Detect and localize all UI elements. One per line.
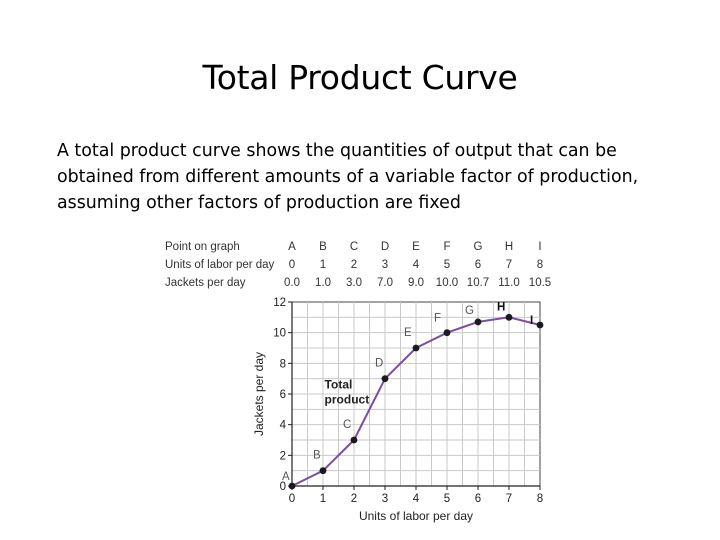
y-tick-label: 0 [280,481,286,493]
x-tick-label: 7 [506,493,512,505]
table-point-cell: G [474,241,483,253]
table-labor-cell: 5 [444,259,450,271]
table-jackets-cell: 9.0 [408,277,424,289]
point-label: G [465,305,474,317]
chart-series [288,313,544,490]
table-point-cell: I [538,241,541,253]
table-point-cell: B [319,241,327,253]
table-labor-cell: 8 [537,259,543,271]
y-tick-label: 2 [280,450,286,462]
table-jackets-cell: 10.7 [467,277,489,289]
table-jackets-cell: 10.0 [436,277,458,289]
y-tick-label: 12 [273,297,286,309]
x-tick-label: 6 [475,493,481,505]
table-jackets-cell: 10.5 [529,277,551,289]
table-row-label: Jackets per day [165,277,246,289]
y-tick-label: 10 [273,328,286,340]
table-jackets-cell: 11.0 [498,277,520,289]
chart-labels: A B C D E F G H I Total product [282,301,533,483]
table-point-cell: F [443,241,450,253]
curve-label-word: product [325,393,370,407]
data-point [443,329,451,337]
table-labor-cell: 1 [320,259,326,271]
point-label: I [530,315,533,327]
data-point [505,313,513,321]
point-label: B [313,450,321,462]
curve-label-word: Total [325,378,353,392]
point-label: F [434,313,441,325]
data-point [288,482,296,490]
data-point [381,375,389,383]
x-tick-label: 3 [382,493,388,505]
y-axis-label: Jackets per day [252,352,266,436]
slide-body-text: A total product curve shows the quantiti… [57,141,639,213]
table-jackets-cell: 7.0 [377,277,393,289]
point-label: E [404,327,412,339]
table-labor-cell: 7 [506,259,512,271]
x-tick-label: 8 [537,493,543,505]
x-tick-label: 4 [413,493,420,505]
y-tick-label: 6 [280,389,286,401]
point-label: D [375,358,383,370]
curve-label: Total product [325,378,370,407]
table-point-cell: A [288,241,296,253]
point-label: A [282,471,290,483]
data-point [536,321,544,329]
data-table: Point on graph Units of labor per day Jack… [165,241,551,289]
y-tick-label: 4 [280,420,287,432]
table-jackets-cell: 0.0 [284,277,300,289]
point-label: H [497,301,505,313]
table-row-label: Point on graph [165,241,240,253]
y-tick-label: 8 [280,358,286,370]
table-point-cell: E [412,241,420,253]
table-labor-cell: 6 [475,259,481,271]
table-labor-cell: 2 [351,259,357,271]
data-point [474,318,482,326]
x-axis-label: Units of labor per day [359,509,473,523]
table-point-cell: D [381,241,389,253]
total-product-figure: Point on graph Units of labor per day Jack… [165,236,556,526]
x-tick-label: 1 [320,493,326,505]
data-point [319,467,327,475]
total-product-chart: Point on graph Units of labor per day Jack… [165,241,551,523]
chart-grid [291,301,541,487]
data-point [412,344,420,352]
data-point [350,436,358,444]
table-point-cell: C [350,241,358,253]
table-labor-cell: 3 [382,259,388,271]
table-labor-cell: 4 [413,259,420,271]
point-label: C [343,419,351,431]
table-jackets-cell: 1.0 [315,277,331,289]
table-labor-cell: 0 [289,259,295,271]
x-tick-label: 5 [444,493,450,505]
x-tick-label: 0 [289,493,295,505]
slide-title: Total Product Curve [202,58,518,97]
table-point-cell: H [505,241,513,253]
table-row-label: Units of labor per day [165,259,275,271]
x-tick-label: 2 [351,493,357,505]
table-jackets-cell: 3.0 [346,277,362,289]
